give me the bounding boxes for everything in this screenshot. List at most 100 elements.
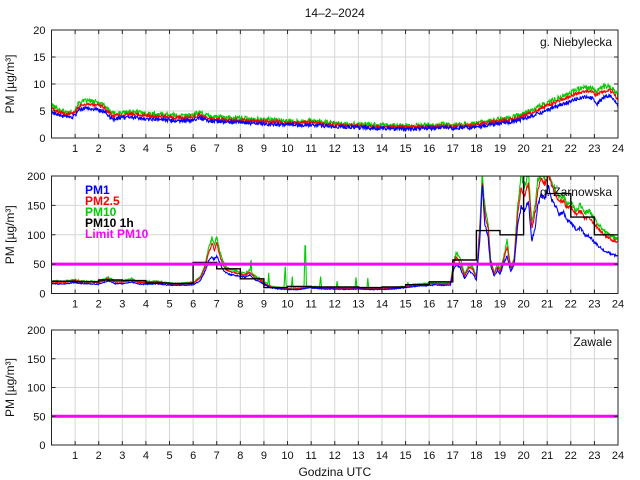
x-tick-label: 16 — [423, 299, 435, 311]
y-tick-label: 100 — [27, 383, 45, 395]
x-tick-label: 21 — [541, 143, 553, 155]
x-tick-label: 7 — [214, 143, 220, 155]
panel-0-data — [51, 82, 618, 133]
x-tick-label: 12 — [329, 299, 341, 311]
panel-1-data — [51, 176, 618, 291]
x-tick-label: 18 — [470, 450, 482, 462]
x-tick-label: 8 — [237, 450, 243, 462]
x-tick-label: 15 — [399, 143, 411, 155]
station-label-niebylecka: g. Niebylecka — [540, 35, 612, 49]
x-tick-label: 22 — [565, 450, 577, 462]
x-tick-label: 23 — [588, 450, 600, 462]
x-tick-label: 9 — [261, 450, 267, 462]
x-tick-label: 1 — [72, 450, 78, 462]
x-tick-label: 12 — [329, 143, 341, 155]
x-tick-label: 5 — [166, 143, 172, 155]
x-axis-label: Godzina UTC — [298, 465, 371, 479]
x-tick-label: 9 — [261, 143, 267, 155]
x-tick-label: 17 — [447, 450, 459, 462]
x-tick-label: 24 — [612, 143, 624, 155]
y-tick-label: 50 — [33, 411, 45, 423]
x-tick-label: 10 — [281, 143, 293, 155]
x-tick-label: 10 — [281, 299, 293, 311]
x-tick-label: 20 — [517, 299, 529, 311]
legend-item-pm1: PM1 — [85, 183, 110, 197]
legend-item-pm25: PM2.5 — [85, 194, 120, 208]
x-tick-label: 13 — [352, 450, 364, 462]
x-tick-label: 2 — [96, 450, 102, 462]
station-label-zawale: Zawale — [573, 335, 612, 349]
y-tick-label: 200 — [27, 325, 45, 337]
x-tick-label: 16 — [423, 450, 435, 462]
x-tick-label: 11 — [305, 143, 316, 155]
x-tick-label: 10 — [281, 450, 293, 462]
x-tick-label: 14 — [376, 143, 388, 155]
x-tick-label: 5 — [166, 299, 172, 311]
figure-title: 14–2–2024 — [305, 6, 365, 20]
x-tick-label: 15 — [399, 299, 411, 311]
x-tick-label: 20 — [517, 143, 529, 155]
x-tick-label: 13 — [352, 299, 364, 311]
x-tick-label: 8 — [237, 143, 243, 155]
x-tick-label: 11 — [305, 450, 316, 462]
x-tick-label: 8 — [237, 299, 243, 311]
x-tick-label: 7 — [214, 299, 220, 311]
x-tick-label: 1 — [72, 143, 78, 155]
x-tick-label: 18 — [470, 143, 482, 155]
x-tick-label: 17 — [447, 143, 459, 155]
x-tick-label: 21 — [541, 450, 553, 462]
x-tick-label: 1 — [72, 299, 78, 311]
generated-plot-layers: 1 2 3 4 5 6 7 8 9 10 11 12 13 14 15 16 17 18 19 20 21 22 23 240… — [27, 25, 624, 462]
legend-item-limit-pm10: Limit PM10 — [85, 227, 149, 241]
panel-0: 1 2 3 4 5 6 7 8 9 10 11 12 13 14 15 16 17 18 19 20 21 22 23 240… — [33, 25, 624, 155]
y-axis-label-panel2: PM [µg/m³] — [3, 205, 17, 264]
x-tick-label: 14 — [376, 450, 388, 462]
x-tick-label: 4 — [143, 299, 149, 311]
x-tick-label: 18 — [470, 299, 482, 311]
x-tick-label: 17 — [447, 299, 459, 311]
x-tick-label: 6 — [190, 299, 196, 311]
x-tick-label: 24 — [612, 450, 624, 462]
y-tick-label: 150 — [27, 200, 45, 212]
y-tick-label: 100 — [27, 230, 45, 242]
y-tick-label: 10 — [33, 79, 45, 91]
y-axis-label-panel1: PM [µg/m³] — [3, 55, 17, 114]
x-tick-label: 20 — [517, 450, 529, 462]
panel-1: 1 2 3 4 5 6 7 8 9 10 11 12 13 14 15 16 17 18 19 20 21 22 23 240… — [27, 171, 624, 311]
y-tick-label: 0 — [39, 289, 45, 301]
x-tick-label: 7 — [214, 450, 220, 462]
x-tick-label: 19 — [494, 450, 506, 462]
x-tick-label: 9 — [261, 299, 267, 311]
panel-2: 1 2 3 4 5 6 7 8 9 10 11 12 13 14 15 16 17 18 19 20 21 22 23 240… — [27, 325, 624, 462]
station-label-zarnowska: g. Żarnowska — [540, 185, 612, 199]
y-tick-label: 0 — [39, 440, 45, 452]
legend-item-pm10: PM10 — [85, 205, 117, 219]
x-tick-label: 11 — [305, 299, 316, 311]
x-tick-label: 21 — [541, 299, 553, 311]
x-tick-label: 23 — [588, 143, 600, 155]
x-tick-label: 19 — [494, 143, 506, 155]
x-tick-label: 22 — [565, 143, 577, 155]
y-axis-label-panel3: PM [µg/m³] — [3, 358, 17, 417]
y-tick-label: 150 — [27, 354, 45, 366]
y-tick-label: 15 — [33, 52, 45, 64]
y-tick-label: 0 — [39, 133, 45, 145]
y-tick-label: 5 — [39, 106, 45, 118]
series-PM1 — [51, 93, 618, 133]
x-tick-label: 13 — [352, 143, 364, 155]
x-tick-label: 19 — [494, 299, 506, 311]
legend-item-pm10-1h: PM10 1h — [85, 216, 134, 230]
x-tick-label: 16 — [423, 143, 435, 155]
x-tick-label: 3 — [119, 299, 125, 311]
steps-line-pm10-1h — [51, 176, 618, 289]
x-tick-label: 2 — [96, 299, 102, 311]
x-tick-label: 15 — [399, 450, 411, 462]
x-tick-label: 2 — [96, 143, 102, 155]
x-tick-label: 4 — [143, 450, 149, 462]
x-tick-label: 14 — [376, 299, 388, 311]
x-tick-label: 22 — [565, 299, 577, 311]
y-tick-label: 20 — [33, 25, 45, 37]
x-tick-label: 23 — [588, 299, 600, 311]
